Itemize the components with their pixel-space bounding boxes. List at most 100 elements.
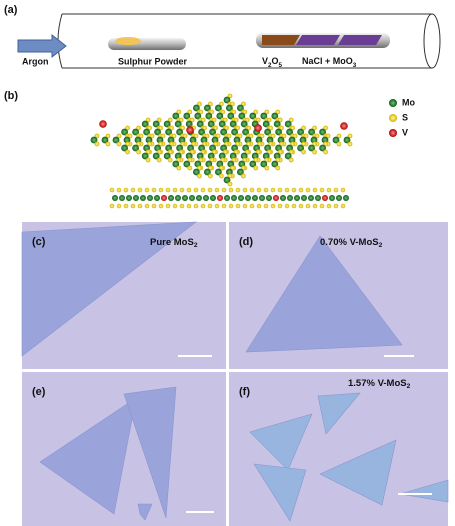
mo-atom (229, 120, 237, 128)
mo-atom (284, 120, 292, 128)
sulfur-atom (172, 187, 178, 193)
sulfur-atom (228, 203, 234, 209)
flake (245, 235, 403, 353)
mo-atom (194, 112, 202, 120)
sulfur-atom (333, 203, 339, 209)
sulfur-atom (288, 157, 294, 163)
sulfur-atom (186, 203, 192, 209)
precursor (296, 35, 340, 45)
panel-label: (d) (239, 236, 253, 248)
sulfur-atom (186, 187, 192, 193)
mo-atom (343, 195, 349, 201)
mo-atom (238, 112, 246, 120)
sulfur-atom (130, 203, 136, 209)
mo-atom (231, 128, 239, 136)
sulfur-atom (263, 187, 269, 193)
sulfur-atom (176, 165, 182, 171)
mo-atom (223, 176, 231, 184)
mo-atom (141, 152, 149, 160)
sulfur-atom (105, 141, 111, 147)
sulfur-atom (263, 203, 269, 209)
mo-atom (251, 152, 259, 160)
sulfur-atom (270, 203, 276, 209)
flake (39, 397, 137, 515)
sulfur-atom (214, 203, 220, 209)
mo-atom (319, 144, 326, 152)
mo-atom (207, 152, 215, 160)
sulfur-atom (284, 187, 290, 193)
text-run: 1.57% V-MoS (348, 378, 407, 389)
mo-atom (343, 136, 351, 144)
mo-atom (189, 136, 197, 144)
sulfur-atom (256, 203, 262, 209)
mo-atom (218, 120, 226, 128)
sulfur-atom (221, 203, 227, 209)
mo-atom (152, 120, 160, 128)
flake (399, 479, 449, 503)
mo-atom (242, 128, 250, 136)
mo-atom (299, 136, 307, 144)
sulfur-atom (326, 187, 332, 193)
mo-atom (209, 128, 217, 136)
mo-atom (156, 136, 164, 144)
sulfur-atom (137, 187, 143, 193)
mo-atom (273, 152, 281, 160)
sulfur-atom (144, 187, 150, 193)
panel-label: (e) (32, 386, 46, 398)
sulfur-atom (298, 203, 304, 209)
subscript: 2 (379, 242, 383, 249)
text-run: NaCl + MoO (302, 56, 353, 66)
sulfur-atom (340, 187, 346, 193)
sulfur-atom (305, 187, 311, 193)
mo-atom (294, 195, 300, 201)
sulfur-atom (200, 187, 206, 193)
mo-atom (223, 96, 231, 104)
sulfur-atom (277, 203, 283, 209)
mo-atom (174, 152, 182, 160)
v-atom (186, 126, 194, 134)
mo-atom (240, 120, 248, 128)
mo-atom (259, 195, 265, 201)
panel-title: Pure MoS2 (150, 237, 198, 250)
mo-atom (193, 168, 200, 176)
legend-swatch (389, 129, 397, 137)
mo-atom (198, 128, 206, 136)
mo-atom (196, 195, 202, 201)
sulfur-atom (228, 187, 234, 193)
sulfur-atom (193, 187, 199, 193)
mo-atom (167, 136, 175, 144)
mo-atom (319, 128, 326, 136)
mo-atom (112, 136, 120, 144)
mo-atom (226, 168, 233, 176)
mo-atom (224, 195, 230, 201)
legend-swatch (389, 114, 397, 122)
mo-atom (196, 120, 204, 128)
mo-atom (273, 120, 281, 128)
subscript: 2 (268, 62, 272, 69)
sulfur-atom (158, 203, 164, 209)
mo-atom (204, 104, 211, 112)
v-atom (99, 120, 107, 128)
sulfur-atom (123, 203, 129, 209)
sulfur-atom (123, 187, 129, 193)
mo-atom (121, 144, 128, 152)
sulfur-atom (347, 141, 353, 147)
sulfur-atom (298, 187, 304, 193)
sulfur-atom (312, 149, 317, 155)
panel-label: (b) (4, 90, 18, 102)
mo-atom (275, 128, 282, 136)
mo-atom (220, 128, 228, 136)
sulfur-atom (109, 187, 115, 193)
flake (123, 386, 177, 519)
gas-arrow (17, 33, 67, 59)
mo-atom (237, 104, 244, 112)
mo-atom (132, 128, 140, 136)
sulfur-atom (130, 187, 136, 193)
mo-atom (143, 128, 151, 136)
micrographs: (c)Pure MoS2(d)0.70% V-MoS2(e)1.05% V-Mo… (21, 221, 449, 526)
mo-atom (329, 195, 335, 201)
sulfur-atom (264, 165, 270, 171)
sulfur-atom (340, 203, 346, 209)
sulfur-atom (165, 203, 171, 209)
